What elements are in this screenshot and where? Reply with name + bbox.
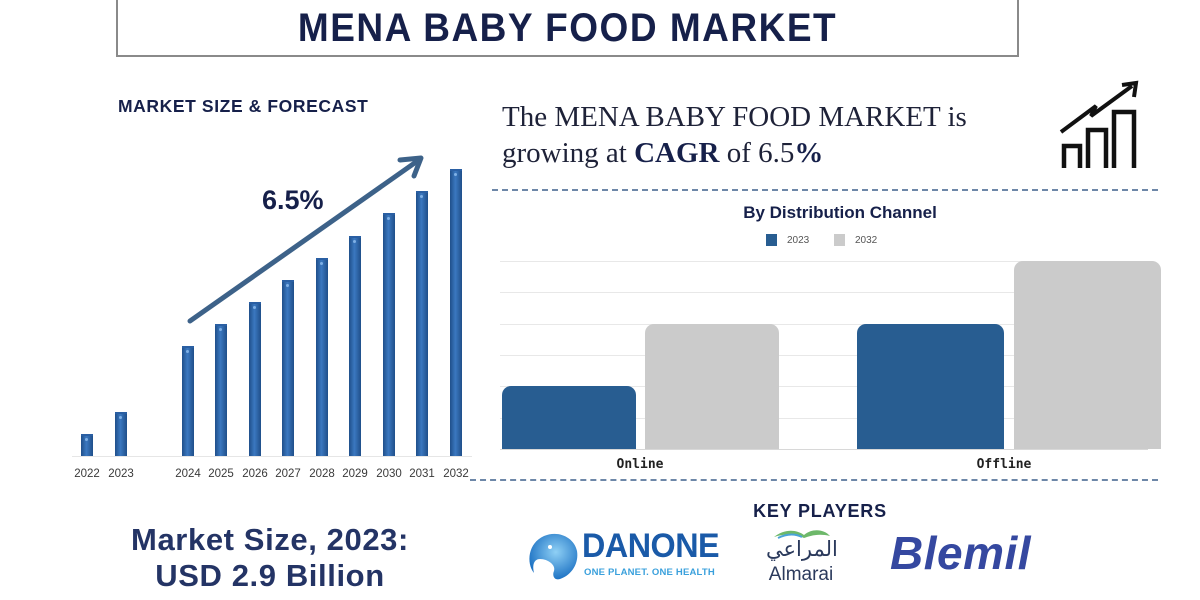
forecast-bar-2027 [282,280,294,456]
forecast-year-label: 2031 [409,468,435,480]
market-size-forecast-heading: MARKET SIZE & FORECAST [118,96,369,116]
forecast-bar-2030 [383,213,395,456]
distribution-bar-online-2032 [645,323,779,449]
chart-baseline [72,456,472,457]
distribution-bar-offline-2023 [857,323,1004,449]
grid-line [500,449,1148,450]
forecast-bar-2026 [249,302,261,456]
grid-line [500,386,1148,388]
forecast-bar-2023 [115,412,127,456]
market-size-line2: USD 2.9 Billion [155,558,385,593]
bar-chart-growth-icon [1059,80,1139,168]
distribution-bar-offline-2032 [1014,261,1161,449]
danone-tagline: ONE PLANET. ONE HEALTH [584,567,715,578]
grid-line [500,292,1148,294]
danone-globe-icon [529,533,578,580]
almarai-logo: المراعي Almarai [766,527,846,587]
title-box: MENA BABY FOOD MARKET [116,0,1019,57]
forecast-bar-2025 [215,324,227,456]
forecast-year-label: 2029 [342,468,368,480]
forecast-year-label: 2026 [242,468,268,480]
grid-line [500,355,1148,356]
legend-swatch-2032 [834,234,845,246]
almarai-wordmark: Almarai [768,564,834,585]
forecast-bar-2022 [81,434,93,456]
danone-logo: DANONE ONE PLANET. ONE HEALTH [524,527,734,587]
forecast-year-label: 2023 [108,468,134,480]
legend-swatch-2023 [766,234,777,246]
headline-cagr: CAGR [634,137,720,169]
divider-bottom [470,479,1158,481]
almarai-arabic: المراعي [766,537,838,561]
forecast-bar-2029 [349,236,361,456]
forecast-year-label: 2024 [175,468,201,480]
grid-line [500,323,1148,325]
forecast-year-label: 2025 [208,468,234,480]
legend-2023: 2023 [766,234,809,246]
forecast-year-label: 2030 [376,468,402,480]
forecast-bar-2031 [416,191,428,456]
grid-line [500,417,1148,419]
legend-2032: 2032 [834,234,877,246]
legend-label-2023: 2023 [787,234,810,246]
forecast-year-label: 2028 [309,468,335,480]
market-size-summary: Market Size, 2023: USD 2.9 Billion [60,522,480,594]
grid-line [500,261,1148,262]
cagr-arrow-icon [187,155,424,324]
market-forecast-bar-chart: 6.5% 2022 2023 2024 2025 2026 2027 2028 2029 203… [0,0,480,500]
market-size-line1: Market Size, 2023: [131,522,409,557]
distribution-category-label: Offline [976,457,1032,472]
distribution-chart-title: By Distribution Channel [743,203,937,222]
forecast-bar-2024 [182,346,194,456]
distribution-bar-online-2023 [502,386,636,449]
almarai-leaf-icon [774,530,830,539]
forecast-bar-2032 [450,169,462,456]
headline-value: of 6.5 [719,137,795,169]
legend-label-2032: 2032 [855,234,878,246]
blemil-logo: Blemil [890,527,1032,579]
cagr-label: 6.5% [262,185,324,215]
forecast-bar-2028 [316,258,328,456]
forecast-year-label: 2022 [74,468,100,480]
divider-top [492,189,1158,191]
forecast-year-label: 2032 [443,468,469,480]
headline-line2: growing at CAGR of 6.5% [502,135,967,171]
headline-text: growing at [502,137,635,169]
page-title: MENA BABY FOOD MARKET [297,4,838,50]
key-players-title: KEY PLAYERS [753,501,887,521]
headline-percent: % [794,137,824,169]
cagr-headline: The MENA BABY FOOD MARKET is growing at … [502,99,967,171]
forecast-year-label: 2027 [275,468,301,480]
danone-wordmark: DANONE [582,527,720,565]
distribution-category-label: Online [616,457,664,472]
headline-line1: The MENA BABY FOOD MARKET is [502,101,967,133]
